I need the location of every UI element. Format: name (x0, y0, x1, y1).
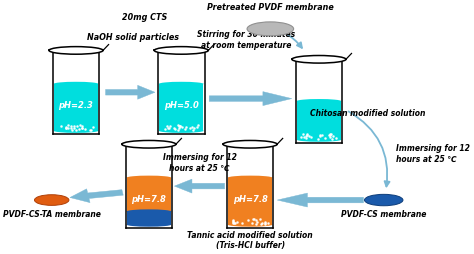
Ellipse shape (159, 129, 204, 133)
Text: pH=7.8: pH=7.8 (131, 194, 166, 203)
Ellipse shape (365, 195, 403, 206)
Ellipse shape (54, 129, 98, 133)
Bar (297, 102, 341, 140)
Text: Immersing for 12
hours at 25 ℃: Immersing for 12 hours at 25 ℃ (396, 144, 470, 163)
Text: Stirring for 30 minutes
at room temperature: Stirring for 30 minutes at room temperat… (197, 30, 295, 50)
Text: PVDF-CS membrane: PVDF-CS membrane (341, 210, 427, 219)
Polygon shape (70, 189, 123, 203)
Polygon shape (174, 179, 225, 193)
Text: 20mg CTS: 20mg CTS (122, 13, 167, 22)
Text: Immersing for 12
hours at 25 ℃: Immersing for 12 hours at 25 ℃ (163, 153, 237, 172)
Ellipse shape (159, 83, 204, 87)
Polygon shape (106, 86, 155, 100)
Ellipse shape (127, 210, 171, 214)
Bar (54, 85, 98, 131)
Ellipse shape (35, 195, 69, 205)
Text: PVDF-CS-TA membrane: PVDF-CS-TA membrane (3, 210, 100, 219)
Ellipse shape (154, 47, 208, 55)
Bar (228, 178, 272, 225)
Ellipse shape (297, 138, 341, 142)
Ellipse shape (122, 141, 176, 149)
Text: Pretreated PVDF membrane: Pretreated PVDF membrane (207, 3, 334, 11)
Ellipse shape (223, 141, 277, 149)
Ellipse shape (228, 223, 273, 227)
Text: Tannic acid modified solution
(Tris-HCl buffer): Tannic acid modified solution (Tris-HCl … (187, 230, 313, 249)
Polygon shape (209, 92, 292, 106)
Bar (159, 85, 203, 131)
Text: pH=2.3: pH=2.3 (59, 101, 93, 110)
Text: NaOH solid particles: NaOH solid particles (87, 33, 179, 42)
Text: Chitosan modified solution: Chitosan modified solution (310, 109, 425, 118)
Bar (127, 178, 171, 212)
Text: pH=5.0: pH=5.0 (164, 101, 199, 110)
Ellipse shape (127, 176, 171, 180)
Ellipse shape (247, 23, 293, 37)
Ellipse shape (228, 176, 273, 180)
Ellipse shape (127, 223, 171, 227)
Text: pH=7.8: pH=7.8 (233, 194, 267, 203)
Ellipse shape (54, 83, 98, 87)
Bar (127, 212, 171, 225)
Ellipse shape (297, 100, 341, 104)
Ellipse shape (49, 47, 103, 55)
Ellipse shape (292, 56, 346, 64)
Polygon shape (277, 193, 364, 207)
